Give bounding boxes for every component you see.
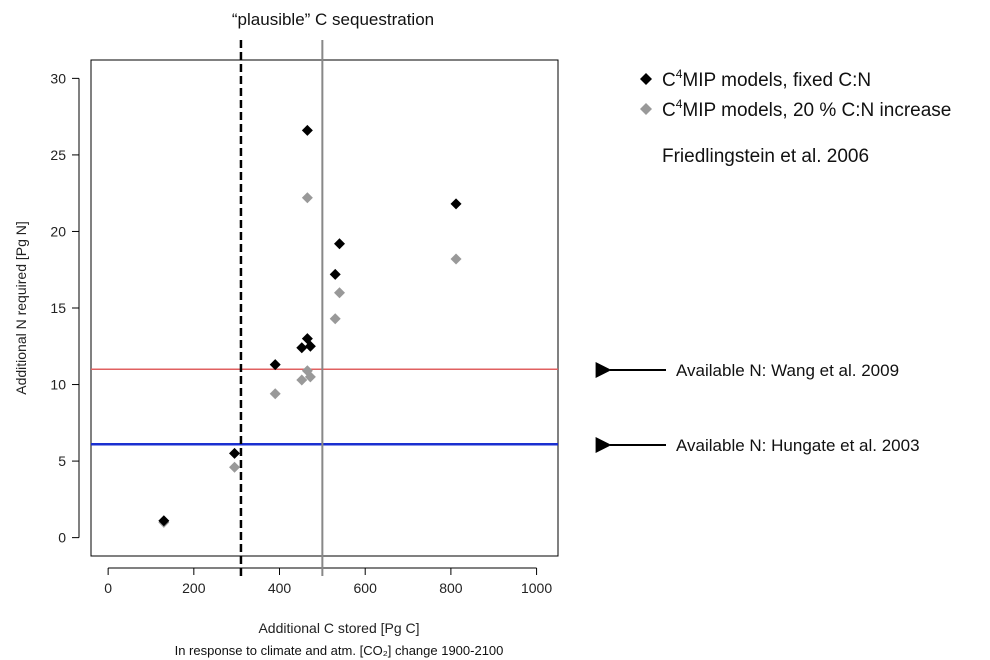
data-point xyxy=(269,359,281,371)
legend: C4MIP models, fixed C:N C4MIP models, 20… xyxy=(640,67,951,167)
data-points xyxy=(158,124,462,528)
y-tick-label: 15 xyxy=(50,300,66,316)
data-point xyxy=(450,253,462,265)
plot-frame xyxy=(90,59,559,557)
data-point xyxy=(329,268,341,280)
y-tick-label: 10 xyxy=(50,377,66,393)
data-point xyxy=(269,388,281,400)
x-tick-label: 600 xyxy=(354,580,378,596)
legend-label-increase: C4MIP models, 20 % C:N increase xyxy=(662,97,951,121)
legend-label-fixed: C4MIP models, fixed C:N xyxy=(662,67,871,91)
y-tick-label: 0 xyxy=(58,530,66,546)
y-tick-label: 25 xyxy=(50,147,66,163)
y-axis-title: Additional N required [Pg N] xyxy=(13,221,29,395)
x-axis: 0 200 400 600 800 1000 xyxy=(104,567,552,596)
legend-label-fixed-prefix: C xyxy=(662,70,676,91)
x-tick-label: 0 xyxy=(104,580,112,596)
x-tick-label: 200 xyxy=(182,580,206,596)
legend-label-increase-sup: 4 xyxy=(676,97,683,111)
data-point xyxy=(333,238,345,250)
y-axis: 0 5 10 15 20 25 30 xyxy=(50,70,80,546)
data-point xyxy=(304,371,316,383)
y-tick-label: 20 xyxy=(50,223,66,239)
data-point xyxy=(296,342,308,354)
data-point xyxy=(301,192,313,204)
legend-label-fixed-sup: 4 xyxy=(676,67,683,81)
legend-label-increase-prefix: C xyxy=(662,100,676,121)
y-tick-label: 5 xyxy=(58,453,66,469)
x-tick-label: 1000 xyxy=(521,580,552,596)
reference-lines xyxy=(91,40,558,576)
x-axis-subtitle: In response to climate and atm. [CO₂] ch… xyxy=(175,643,504,658)
legend-marker-increase xyxy=(640,103,652,115)
legend-label-increase-suffix: MIP models, 20 % C:N increase xyxy=(682,100,951,121)
legend-reference: Friedlingstein et al. 2006 xyxy=(662,146,869,167)
data-point xyxy=(450,198,462,210)
data-point xyxy=(229,461,241,473)
legend-marker-fixed xyxy=(640,73,652,85)
data-point xyxy=(333,287,345,299)
legend-label-fixed-suffix: MIP models, fixed C:N xyxy=(682,70,871,91)
data-point xyxy=(229,447,241,459)
x-tick-label: 400 xyxy=(268,580,292,596)
data-point xyxy=(301,124,313,136)
annotation-hungate: Available N: Hungate et al. 2003 xyxy=(676,436,920,455)
y-tick-label: 30 xyxy=(50,70,66,86)
data-point xyxy=(329,313,341,325)
data-point xyxy=(296,374,308,386)
data-point xyxy=(304,340,316,352)
top-label: “plausible” C sequestration xyxy=(232,10,434,29)
x-tick-label: 800 xyxy=(439,580,463,596)
annotation-wang: Available N: Wang et al. 2009 xyxy=(676,361,899,380)
data-point xyxy=(158,515,170,527)
x-axis-title: Additional C stored [Pg C] xyxy=(258,620,419,636)
